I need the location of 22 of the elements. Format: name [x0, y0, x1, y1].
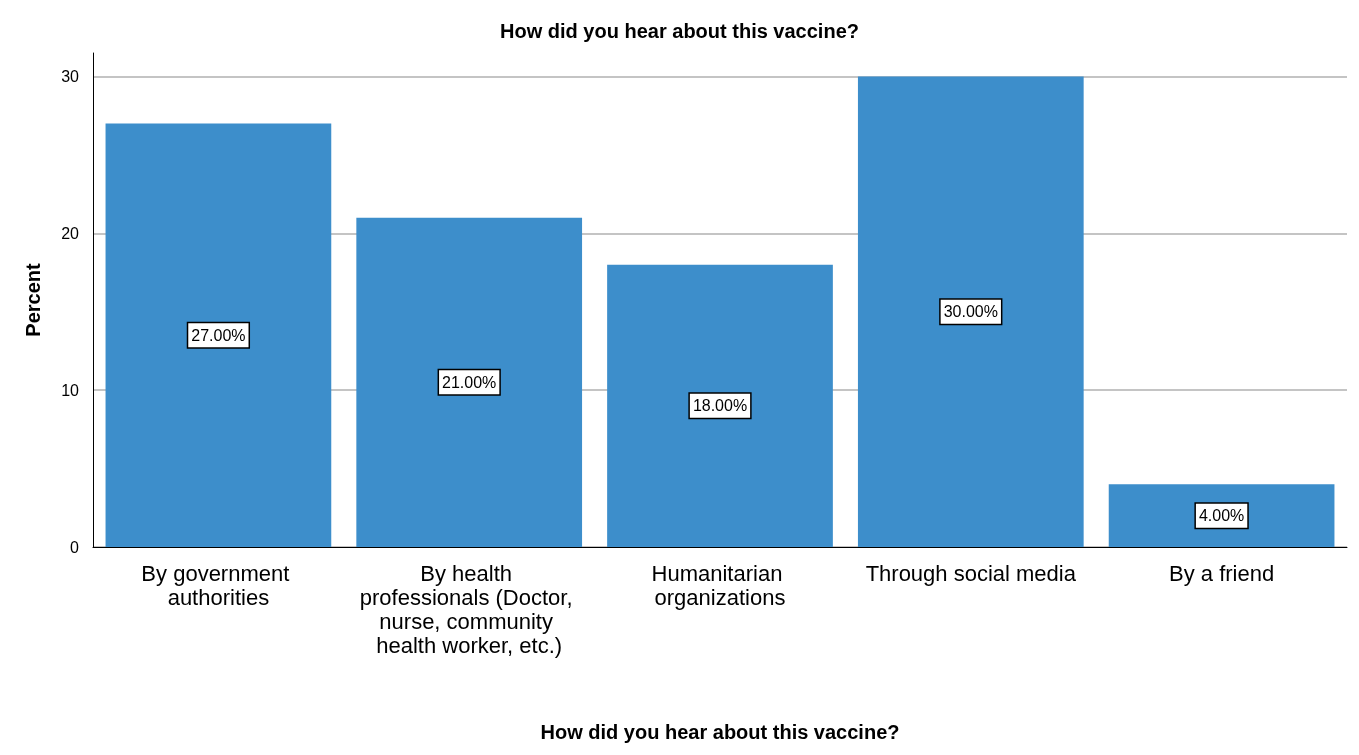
data-label: 21.00% [442, 373, 497, 391]
x-tick-label: By government authorities [141, 560, 296, 610]
data-label: 30.00% [943, 303, 998, 321]
chart-title: How did you hear about this vaccine? [500, 20, 859, 42]
bar [607, 264, 833, 547]
x-tick-label: Through social media [865, 560, 1077, 586]
data-label: 18.00% [692, 397, 748, 415]
x-tick-label: Humanitarian organizations [651, 560, 789, 610]
x-tick-label: By health professionals (Doctor, nurse, community health worker, etc.) [359, 560, 579, 658]
x-tick-label: By a friend [1169, 560, 1275, 586]
bar [105, 123, 332, 547]
y-tick-label: 20 [61, 224, 80, 242]
data-label: 27.00% [191, 326, 246, 344]
bar [857, 76, 1084, 547]
bar [1108, 484, 1335, 547]
y-tick-label: 10 [61, 381, 80, 399]
x-axis-title: How did you hear about this vaccine? [540, 721, 900, 743]
data-label: 4.00% [1198, 507, 1245, 525]
y-tick-label: 30 [61, 68, 80, 86]
bar [356, 217, 583, 547]
y-axis-title: Percent [22, 262, 44, 337]
y-tick-label: 0 [70, 538, 80, 556]
